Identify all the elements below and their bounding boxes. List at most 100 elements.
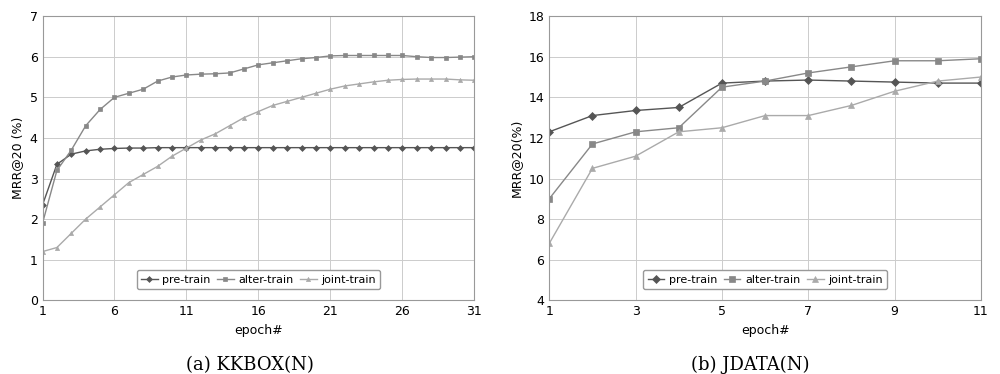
joint-train [975, 75, 987, 79]
joint-train [454, 77, 466, 82]
alter-train [281, 58, 293, 63]
pre-train [267, 145, 279, 150]
Line: alter-train: alter-train [40, 53, 476, 225]
alter-train [195, 72, 207, 76]
Line: joint-train: joint-train [546, 74, 984, 246]
joint-train [180, 146, 192, 150]
Legend: pre-train, alter-train, joint-train: pre-train, alter-train, joint-train [643, 270, 887, 289]
alter-train [975, 56, 987, 61]
pre-train [238, 145, 250, 150]
alter-train [94, 107, 106, 112]
Y-axis label: MRR@20 (%): MRR@20 (%) [11, 117, 24, 199]
alter-train [37, 221, 49, 226]
pre-train [586, 113, 598, 118]
pre-train [339, 145, 351, 150]
joint-train [224, 123, 236, 128]
alter-train [353, 53, 365, 58]
alter-train [759, 79, 771, 83]
joint-train [152, 164, 164, 169]
joint-train [166, 154, 178, 159]
joint-train [252, 109, 264, 114]
joint-train [267, 103, 279, 108]
joint-train [396, 77, 408, 82]
alter-train [108, 95, 120, 99]
joint-train [65, 231, 77, 236]
pre-train [108, 146, 120, 151]
pre-train [296, 145, 308, 150]
joint-train [238, 115, 250, 120]
pre-train [123, 146, 135, 150]
joint-train [932, 79, 944, 83]
pre-train [425, 145, 437, 150]
pre-train [353, 145, 365, 150]
alter-train [586, 142, 598, 146]
pre-train [310, 145, 322, 150]
alter-train [889, 58, 901, 63]
joint-train [339, 84, 351, 88]
alter-train [716, 85, 728, 89]
Text: (a) KKBOX(N): (a) KKBOX(N) [186, 356, 314, 374]
pre-train [51, 162, 63, 166]
alter-train [296, 56, 308, 61]
pre-train [324, 145, 336, 150]
pre-train [889, 80, 901, 84]
joint-train [195, 138, 207, 142]
alter-train [454, 55, 466, 59]
alter-train [166, 75, 178, 79]
alter-train [673, 126, 685, 130]
joint-train [630, 154, 642, 159]
alter-train [65, 148, 77, 152]
pre-train [673, 105, 685, 110]
pre-train [80, 148, 92, 153]
joint-train [382, 78, 394, 83]
alter-train [152, 79, 164, 83]
joint-train [51, 245, 63, 250]
pre-train [454, 145, 466, 150]
pre-train [630, 108, 642, 113]
X-axis label: epoch#: epoch# [741, 324, 789, 337]
Line: pre-train: pre-train [546, 77, 984, 135]
Text: (b) JDATA(N): (b) JDATA(N) [691, 356, 809, 374]
pre-train [180, 145, 192, 150]
pre-train [152, 145, 164, 150]
alter-train [932, 58, 944, 63]
joint-train [425, 77, 437, 81]
pre-train [411, 145, 423, 150]
joint-train [296, 95, 308, 99]
alter-train [440, 55, 452, 60]
Line: joint-train: joint-train [40, 77, 476, 254]
pre-train [716, 81, 728, 85]
pre-train [932, 81, 944, 85]
pre-train [975, 81, 987, 85]
alter-train [224, 71, 236, 75]
alter-train [238, 67, 250, 71]
joint-train [80, 217, 92, 221]
pre-train [252, 145, 264, 150]
joint-train [137, 172, 149, 177]
joint-train [209, 132, 221, 136]
alter-train [310, 55, 322, 60]
alter-train [252, 62, 264, 67]
pre-train [281, 145, 293, 150]
Legend: pre-train, alter-train, joint-train: pre-train, alter-train, joint-train [137, 270, 380, 289]
alter-train [51, 168, 63, 173]
Line: alter-train: alter-train [546, 56, 984, 202]
pre-train [440, 145, 452, 150]
pre-train [845, 79, 857, 83]
alter-train [209, 71, 221, 76]
joint-train [94, 205, 106, 209]
joint-train [716, 126, 728, 130]
alter-train [267, 61, 279, 65]
joint-train [586, 166, 598, 171]
alter-train [123, 91, 135, 95]
pre-train [224, 145, 236, 150]
joint-train [543, 241, 555, 246]
alter-train [396, 53, 408, 58]
pre-train [37, 203, 49, 207]
pre-train [166, 145, 178, 150]
joint-train [411, 77, 423, 81]
pre-train [195, 145, 207, 150]
alter-train [802, 71, 814, 75]
joint-train [759, 113, 771, 118]
alter-train [382, 53, 394, 58]
